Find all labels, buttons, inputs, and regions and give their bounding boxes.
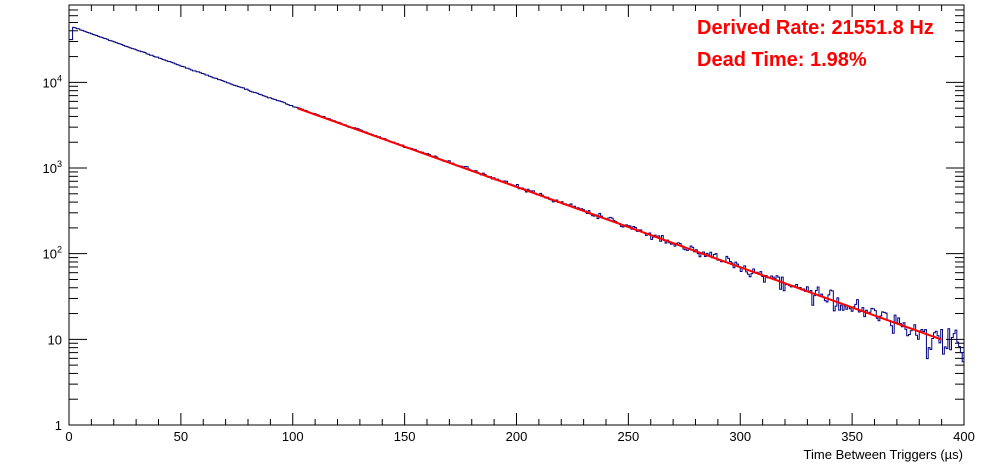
y-tick-label: 103 (43, 159, 62, 176)
x-axis-title: Time Between Triggers (µs) (804, 447, 963, 462)
x-tick-label: 200 (506, 429, 528, 444)
y-axis: 1 10 102 103 104 (43, 4, 964, 433)
x-tick-label: 50 (174, 429, 188, 444)
x-tick-label: 250 (618, 429, 640, 444)
x-tick-label: 0 (65, 429, 72, 444)
y-tick-label: 1 (55, 418, 62, 433)
x-axis: 0 50 100 150 200 250 300 350 400 (65, 5, 975, 444)
fit-curve (296, 107, 942, 341)
x-tick-label: 350 (841, 429, 863, 444)
y-tick-label: 104 (43, 73, 62, 90)
derived-rate-label: Derived Rate: 21551.8 Hz (697, 17, 934, 39)
histogram-series (68, 26, 964, 363)
x-tick-label: 300 (729, 429, 751, 444)
x-tick-label: 150 (394, 429, 416, 444)
y-tick-label: 102 (43, 245, 62, 262)
x-tick-label: 100 (282, 429, 304, 444)
x-tick-label: 400 (953, 429, 975, 444)
plot-frame (68, 4, 965, 426)
dead-time-label: Dead Time: 1.98% (697, 49, 867, 71)
y-tick-label: 10 (48, 332, 62, 347)
